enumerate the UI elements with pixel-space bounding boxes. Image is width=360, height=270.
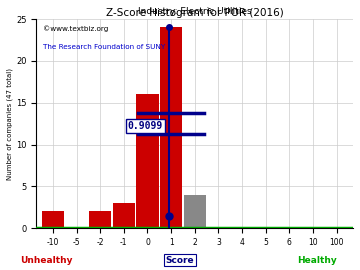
Text: ©www.textbiz.org: ©www.textbiz.org: [43, 25, 108, 32]
Title: Z-Score Histogram for POR (2016): Z-Score Histogram for POR (2016): [106, 8, 284, 18]
Text: Healthy: Healthy: [297, 256, 337, 265]
Bar: [113, 203, 135, 228]
Bar: [184, 195, 206, 228]
Text: 0.9099: 0.9099: [127, 121, 163, 131]
Text: Score: Score: [166, 256, 194, 265]
Bar: [89, 211, 112, 228]
Y-axis label: Number of companies (47 total): Number of companies (47 total): [7, 68, 13, 180]
Text: Unhealthy: Unhealthy: [21, 256, 73, 265]
Bar: [42, 211, 64, 228]
Bar: [160, 28, 183, 228]
Text: The Research Foundation of SUNY: The Research Foundation of SUNY: [43, 44, 165, 50]
Bar: [136, 94, 159, 228]
Text: Industry: Electric Utilities: Industry: Electric Utilities: [138, 7, 252, 16]
